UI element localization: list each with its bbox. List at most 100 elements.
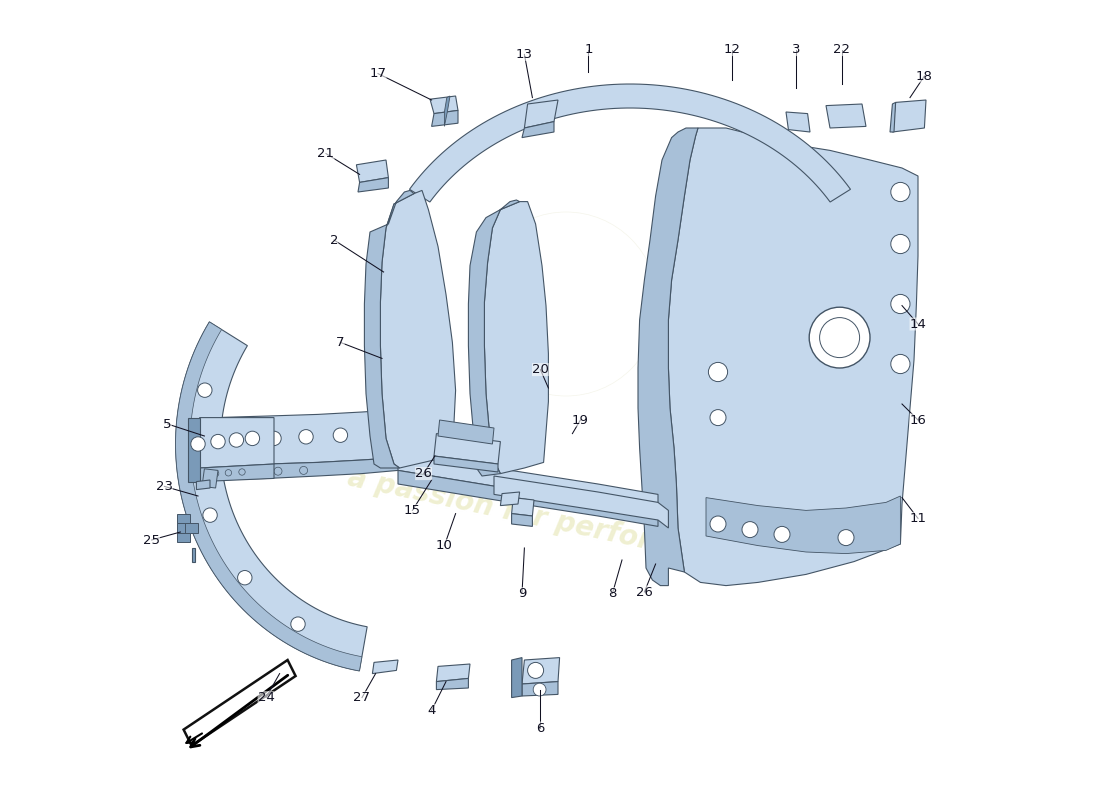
Circle shape xyxy=(891,182,910,202)
Circle shape xyxy=(249,468,256,476)
Polygon shape xyxy=(214,408,424,466)
Text: 22: 22 xyxy=(834,43,850,56)
Polygon shape xyxy=(826,104,866,128)
Text: 14: 14 xyxy=(910,318,926,330)
Polygon shape xyxy=(434,456,498,472)
Text: 5: 5 xyxy=(163,418,172,430)
Polygon shape xyxy=(434,434,500,464)
Polygon shape xyxy=(522,682,558,696)
Polygon shape xyxy=(177,533,190,542)
Circle shape xyxy=(891,294,910,314)
Polygon shape xyxy=(398,470,658,526)
Text: 2: 2 xyxy=(330,234,339,246)
Text: 13: 13 xyxy=(516,48,532,61)
Polygon shape xyxy=(437,678,469,690)
Polygon shape xyxy=(669,128,918,586)
Circle shape xyxy=(202,508,218,522)
Circle shape xyxy=(838,530,854,546)
Polygon shape xyxy=(484,202,549,474)
Circle shape xyxy=(211,434,226,449)
Circle shape xyxy=(238,570,252,585)
Circle shape xyxy=(333,428,348,442)
Circle shape xyxy=(891,354,910,374)
Text: 7: 7 xyxy=(337,336,344,349)
Polygon shape xyxy=(185,523,198,533)
Polygon shape xyxy=(177,514,190,523)
Text: 25: 25 xyxy=(143,534,161,546)
Polygon shape xyxy=(469,200,519,476)
Circle shape xyxy=(198,383,212,398)
Polygon shape xyxy=(381,190,455,468)
Text: 16: 16 xyxy=(910,414,926,426)
Circle shape xyxy=(290,617,305,631)
Circle shape xyxy=(810,307,870,368)
Polygon shape xyxy=(177,523,190,533)
Circle shape xyxy=(229,433,243,447)
Polygon shape xyxy=(202,469,218,488)
Text: 21: 21 xyxy=(318,147,334,160)
Polygon shape xyxy=(358,178,388,192)
Polygon shape xyxy=(191,548,195,562)
Polygon shape xyxy=(892,100,926,132)
Text: 6: 6 xyxy=(536,722,544,734)
Polygon shape xyxy=(197,480,210,490)
Circle shape xyxy=(528,662,543,678)
Circle shape xyxy=(820,318,859,358)
Polygon shape xyxy=(444,96,450,126)
Circle shape xyxy=(299,430,314,444)
Circle shape xyxy=(274,467,282,475)
Polygon shape xyxy=(512,514,532,526)
Text: 1: 1 xyxy=(584,43,593,56)
Text: 26: 26 xyxy=(415,467,432,480)
Text: 11: 11 xyxy=(910,512,926,525)
Polygon shape xyxy=(373,660,398,674)
Text: 23: 23 xyxy=(156,480,173,493)
Circle shape xyxy=(267,431,282,446)
Circle shape xyxy=(245,431,260,446)
Polygon shape xyxy=(512,498,534,516)
Polygon shape xyxy=(184,660,296,746)
Circle shape xyxy=(742,522,758,538)
Polygon shape xyxy=(409,84,850,202)
Polygon shape xyxy=(430,96,458,114)
Text: 18: 18 xyxy=(916,70,933,82)
Circle shape xyxy=(212,470,219,477)
Text: 8: 8 xyxy=(608,587,617,600)
Polygon shape xyxy=(494,476,669,528)
Polygon shape xyxy=(199,464,274,482)
Circle shape xyxy=(891,234,910,254)
Circle shape xyxy=(239,469,245,475)
Text: 10: 10 xyxy=(436,539,453,552)
Text: 24: 24 xyxy=(257,691,274,704)
Polygon shape xyxy=(522,658,560,684)
Text: a passion for performance: a passion for performance xyxy=(345,463,755,577)
Polygon shape xyxy=(890,102,895,132)
Polygon shape xyxy=(199,418,274,468)
Circle shape xyxy=(710,410,726,426)
Polygon shape xyxy=(525,100,558,128)
Text: 9: 9 xyxy=(518,587,526,600)
Circle shape xyxy=(234,433,250,447)
Polygon shape xyxy=(438,420,494,444)
Circle shape xyxy=(299,466,308,474)
Polygon shape xyxy=(431,110,458,126)
Text: 26: 26 xyxy=(636,586,652,598)
Text: 19: 19 xyxy=(572,414,588,426)
Polygon shape xyxy=(214,456,424,480)
Polygon shape xyxy=(364,190,414,468)
Circle shape xyxy=(534,683,546,696)
Polygon shape xyxy=(786,112,810,132)
Text: 15: 15 xyxy=(404,504,421,517)
Polygon shape xyxy=(176,322,367,671)
Polygon shape xyxy=(512,658,522,698)
Polygon shape xyxy=(522,122,554,138)
Polygon shape xyxy=(500,492,519,506)
Text: 27: 27 xyxy=(353,691,371,704)
Polygon shape xyxy=(205,418,214,482)
Circle shape xyxy=(710,516,726,532)
Circle shape xyxy=(190,437,206,451)
Text: 17: 17 xyxy=(370,67,386,80)
Text: 4: 4 xyxy=(428,704,436,717)
Polygon shape xyxy=(437,664,470,682)
Polygon shape xyxy=(706,496,901,554)
